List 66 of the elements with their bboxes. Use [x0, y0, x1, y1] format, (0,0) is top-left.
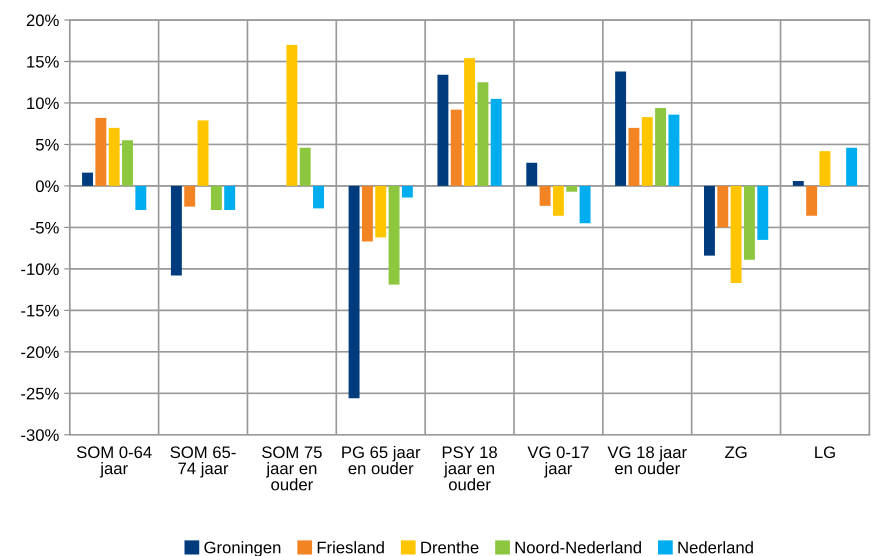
y-tick-label: -25% — [21, 388, 59, 400]
bar — [846, 148, 858, 186]
x-tick-label: LG — [815, 446, 835, 458]
bar — [464, 58, 476, 186]
bar — [184, 186, 196, 207]
bar — [362, 186, 373, 242]
bar — [792, 180, 804, 186]
y-tick-label: 0% — [36, 180, 59, 192]
legend-label: Friesland — [318, 541, 384, 554]
bar — [730, 186, 742, 283]
bar — [806, 186, 818, 216]
y-tick-label: -30% — [21, 429, 59, 441]
y-tick-label: 20% — [26, 14, 59, 26]
bar — [615, 71, 626, 186]
bar — [388, 186, 400, 285]
bar — [286, 44, 298, 186]
bar — [704, 186, 715, 256]
bar — [170, 186, 182, 276]
bar — [566, 186, 578, 192]
y-tick-label: 5% — [36, 138, 59, 151]
bar — [224, 186, 236, 210]
y-tick-label: -5% — [30, 222, 59, 234]
bar — [437, 74, 448, 186]
bar — [540, 186, 551, 206]
y-tick-label: 15% — [27, 56, 59, 68]
bar — [82, 172, 93, 186]
bar — [402, 186, 413, 198]
bar — [95, 118, 106, 186]
bar — [122, 140, 133, 186]
bar — [526, 162, 538, 186]
bar — [300, 148, 311, 186]
bar — [552, 186, 564, 216]
bar — [210, 186, 222, 210]
x-tick-label: SOM 65- 74 jaar — [170, 446, 236, 478]
bar — [717, 186, 728, 228]
bar — [580, 186, 591, 224]
legend-label: Nederland — [678, 541, 753, 554]
x-tick-label: VG 18 jaar en ouder — [608, 446, 687, 474]
bar — [655, 108, 666, 186]
y-tick-label: -20% — [21, 346, 59, 358]
bar — [375, 186, 386, 238]
bar — [628, 128, 640, 186]
x-tick-label: SOM 0-64 jaar — [76, 446, 152, 478]
y-tick-label: -10% — [21, 263, 59, 276]
x-tick-label: PG 65 jaar en ouder — [342, 446, 420, 474]
bar — [642, 117, 653, 186]
bar — [668, 114, 680, 186]
y-tick-label: 10% — [27, 97, 59, 110]
y-tick-label: -15% — [21, 304, 59, 317]
x-tick-label: ZG — [725, 446, 746, 458]
bar — [450, 110, 462, 186]
bar — [757, 186, 768, 240]
x-tick-label: VG 0-17 jaar — [527, 446, 589, 478]
bar — [135, 186, 146, 210]
bar — [490, 98, 502, 186]
bar — [313, 186, 324, 208]
bar — [198, 120, 208, 186]
bar — [819, 151, 830, 186]
x-tick-label: SOM 75 jaar en ouder — [262, 446, 322, 490]
bar — [108, 128, 120, 186]
x-tick-label: PSY 18 jaar en ouder — [442, 446, 497, 490]
bar — [744, 186, 755, 260]
legend-label: Noord-Nederland — [516, 541, 641, 554]
bar — [348, 186, 360, 398]
bar — [477, 82, 488, 186]
legend-label: Drenthe — [421, 541, 478, 554]
